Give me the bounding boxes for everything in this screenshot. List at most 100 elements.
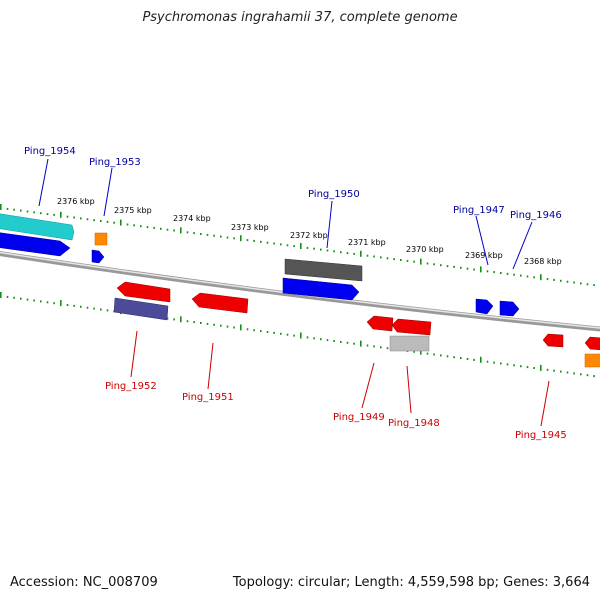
- label-ping-1948[interactable]: Ping_1948: [388, 418, 440, 429]
- map-title: Psychromonas ingrahamii 37, complete gen…: [142, 10, 458, 25]
- ruler-dot: [526, 366, 529, 369]
- ruler-dot: [433, 353, 435, 356]
- ruler-dot: [166, 317, 169, 320]
- ruler-dot: [133, 224, 135, 227]
- ruler-dot: [80, 217, 82, 220]
- ruler-dot: [340, 340, 342, 343]
- ruler-major-tick: [540, 364, 542, 371]
- ruler-dot: [460, 266, 462, 269]
- ruler-dot: [66, 215, 69, 218]
- ruler-dot: [340, 251, 342, 254]
- leader-ping-1945: [540, 380, 550, 427]
- ruler-dot: [386, 257, 389, 260]
- ruler-dot: [393, 258, 395, 261]
- ruler-dot: [26, 298, 29, 301]
- ruler-dot: [126, 223, 129, 226]
- ruler-major-tick: [420, 348, 422, 355]
- feature-orange-marker-2[interactable]: [584, 353, 600, 368]
- ruler-dot: [586, 374, 589, 377]
- feature-ping-1953[interactable]: [91, 249, 105, 264]
- ruler-dot: [160, 227, 162, 230]
- feature-ping-1948[interactable]: [389, 335, 430, 352]
- feature-orange-marker[interactable]: [94, 232, 108, 246]
- ruler-dot: [513, 273, 515, 276]
- ruler-dot: [253, 329, 255, 332]
- label-ping-1954[interactable]: Ping_1954: [24, 146, 76, 157]
- ruler-dot: [560, 370, 562, 373]
- feature-indigo-gene[interactable]: [113, 297, 169, 321]
- ruler-dot: [440, 354, 442, 357]
- ruler-dot: [226, 325, 229, 328]
- ruler-dot: [580, 282, 582, 285]
- ruler-dot: [113, 221, 115, 224]
- ruler-major-tick: [180, 316, 182, 323]
- ruler-dot: [166, 228, 169, 231]
- forward-strand-features: [0, 213, 520, 317]
- ruler-dot: [386, 347, 389, 350]
- feature-ping-1945[interactable]: [584, 336, 600, 351]
- label-ping-1949[interactable]: Ping_1949: [333, 412, 385, 423]
- ruler-dot: [280, 243, 282, 246]
- ruler-dot: [346, 341, 349, 344]
- ruler-dot: [100, 220, 102, 222]
- feature-ping-1951[interactable]: [191, 292, 249, 314]
- label-ping-1952[interactable]: Ping_1952: [105, 381, 157, 392]
- ruler-major-tick: [300, 243, 302, 249]
- reverse-strand-features: [113, 281, 600, 368]
- ruler-dot: [486, 360, 489, 363]
- ruler-dot: [373, 255, 375, 258]
- ruler-dot: [153, 226, 155, 229]
- ruler-dot: [553, 369, 555, 372]
- ruler-dot: [40, 300, 42, 303]
- ruler-dot: [33, 211, 35, 214]
- ruler-dot: [466, 267, 469, 270]
- feature-ping-1949[interactable]: [366, 315, 394, 332]
- leader-ping-1948: [406, 365, 412, 414]
- label-ping-1951[interactable]: Ping_1951: [182, 392, 234, 403]
- ruler-dot: [286, 333, 289, 336]
- ruler-dot: [200, 322, 202, 324]
- label-ping-1945[interactable]: Ping_1945: [515, 430, 567, 441]
- ruler-dot: [233, 237, 235, 240]
- ruler-dot: [553, 278, 555, 281]
- ruler-dot: [6, 295, 9, 298]
- label-ping-1947[interactable]: Ping_1947: [453, 205, 505, 216]
- label-ping-1946[interactable]: Ping_1946: [510, 210, 562, 221]
- ruler-dot: [193, 232, 195, 235]
- ruler-dot: [53, 213, 55, 216]
- ruler-dot: [106, 220, 109, 223]
- ruler-label-2368: 2368 kbp: [524, 257, 562, 266]
- feature-ping-1954[interactable]: [0, 232, 71, 257]
- ruler-dot: [186, 231, 189, 234]
- ruler-dot: [66, 304, 69, 306]
- feature-ping-1950[interactable]: [282, 277, 360, 301]
- feature-small-red-1[interactable]: [542, 333, 564, 348]
- ruler-dot: [320, 248, 322, 251]
- ruler-dot: [593, 284, 595, 287]
- ruler-dot: [320, 338, 322, 341]
- ruler-dot: [53, 302, 55, 305]
- feature-ping-1946[interactable]: [499, 300, 520, 317]
- ruler-dot: [473, 268, 475, 271]
- leader-ping-1950: [326, 200, 333, 249]
- ruler-dot: [506, 272, 509, 275]
- ruler-dot: [380, 346, 382, 349]
- ruler-dot: [100, 308, 102, 311]
- feature-ping-1948-red[interactable]: [391, 318, 432, 336]
- ruler-dot: [426, 262, 429, 265]
- ruler-dot: [586, 283, 589, 286]
- ruler-dot: [326, 249, 329, 252]
- label-ping-1953[interactable]: Ping_1953: [89, 157, 141, 168]
- feature-ping-1952[interactable]: [116, 281, 171, 303]
- ruler-dot: [186, 320, 189, 323]
- feature-teal-gene[interactable]: [0, 213, 75, 241]
- ruler-label-2376: 2376 kbp: [57, 197, 95, 206]
- feature-gray-gene[interactable]: [284, 258, 363, 282]
- feature-ping-1947[interactable]: [475, 298, 494, 315]
- ruler-dot: [46, 301, 49, 304]
- ruler-dot: [246, 239, 249, 242]
- ruler-dot: [500, 362, 502, 365]
- ruler-dot: [80, 305, 82, 308]
- label-ping-1950[interactable]: Ping_1950: [308, 189, 360, 200]
- ruler-dot: [260, 330, 262, 333]
